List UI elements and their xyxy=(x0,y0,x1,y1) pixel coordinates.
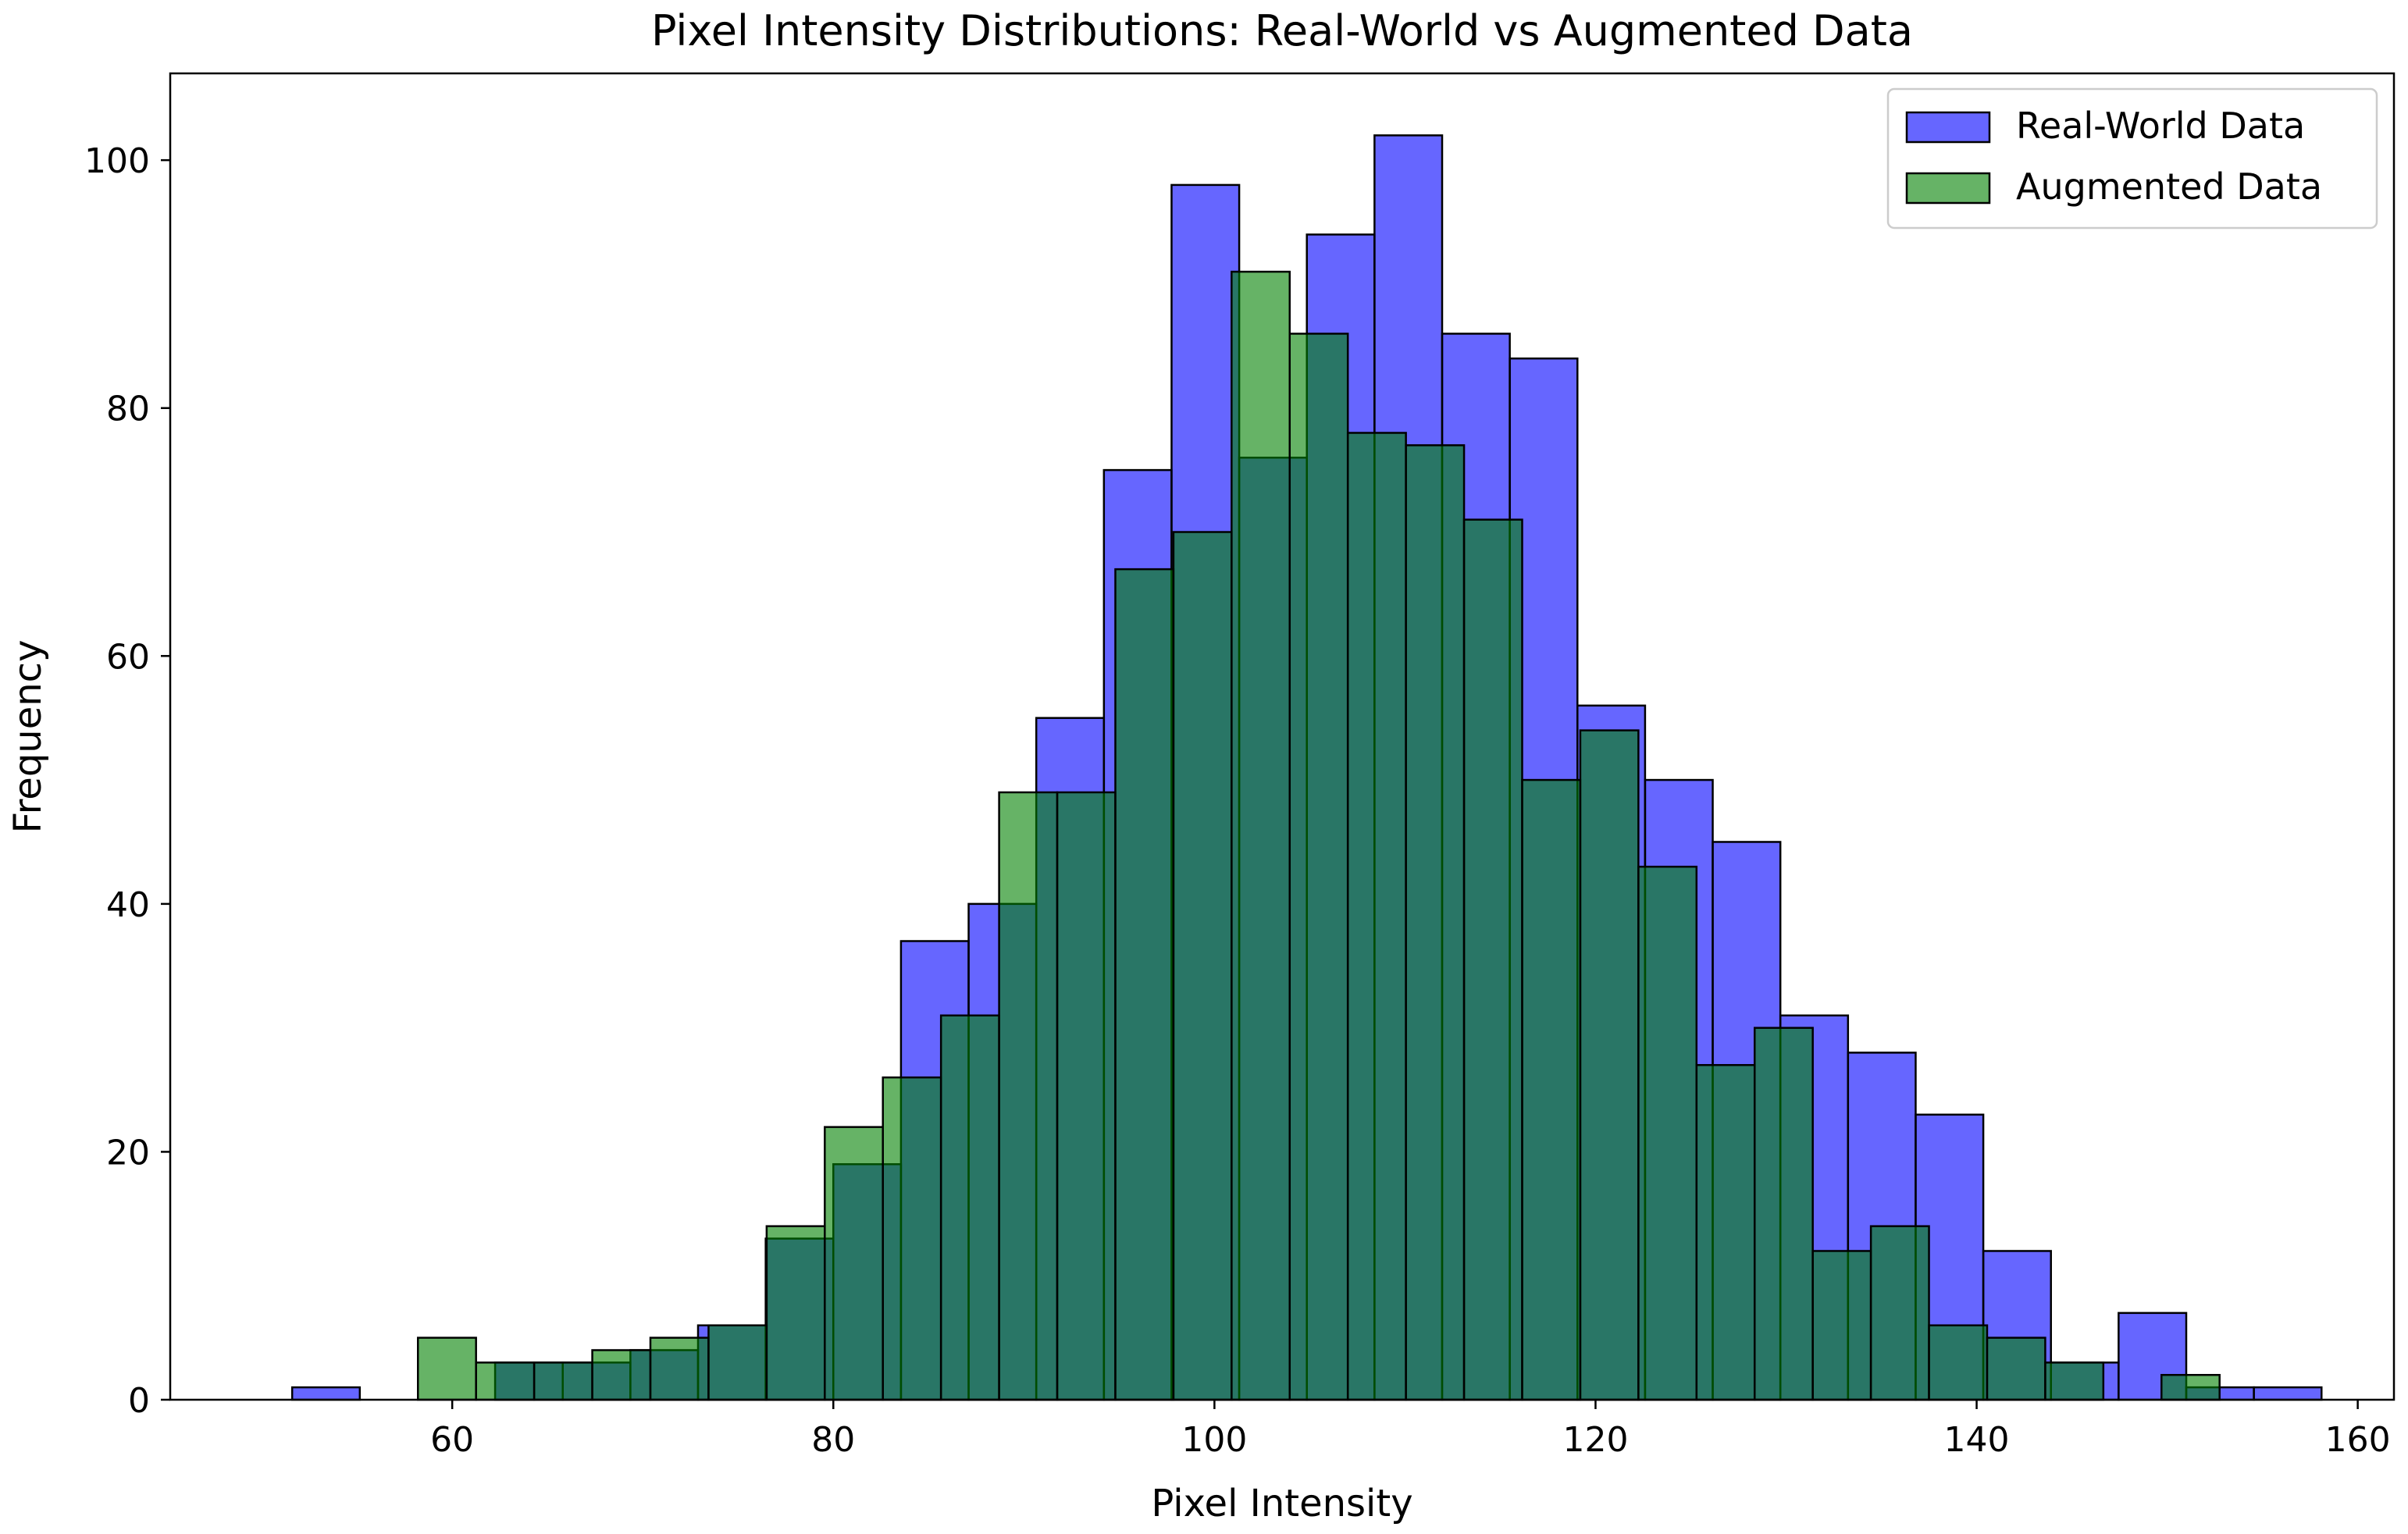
augmented-bar xyxy=(591,1349,652,1401)
x-axis-ticks: 60 80 100 120 140 160 xyxy=(430,1400,2391,1460)
x-axis-label: Pixel Intensity xyxy=(1151,1482,1412,1525)
augmented-bar xyxy=(1579,729,1640,1401)
augmented-bar xyxy=(475,1361,536,1401)
augmented-bar xyxy=(1695,1064,1756,1401)
chart-legend: Real-World Data Augmented Data xyxy=(1886,87,2378,230)
augmented-bar xyxy=(417,1336,477,1401)
augmented-bar xyxy=(2044,1361,2105,1401)
augmented-bar xyxy=(1869,1225,1930,1401)
augmented-bar xyxy=(998,791,1059,1401)
augmented-bar xyxy=(765,1225,826,1401)
x-tick-label: 160 xyxy=(2325,1420,2391,1460)
augmented-bar xyxy=(1231,270,1291,1401)
y-tick-label: 20 xyxy=(106,1133,150,1173)
augmented-bar xyxy=(939,1014,1000,1401)
legend-box xyxy=(1886,87,2378,230)
augmented-bar xyxy=(1521,778,1582,1401)
augmented-bar xyxy=(882,1076,942,1401)
augmented-bar xyxy=(1462,518,1523,1401)
y-tick-label: 40 xyxy=(106,885,150,925)
y-tick-label: 100 xyxy=(84,141,150,181)
augmented-bar xyxy=(649,1336,710,1401)
x-tick-label: 120 xyxy=(1562,1420,1628,1460)
augmented-bar xyxy=(1811,1250,1872,1401)
augmented-bar xyxy=(1114,568,1175,1401)
augmented-bar xyxy=(533,1361,593,1401)
x-tick-label: 80 xyxy=(811,1420,855,1460)
augmented-bar xyxy=(1637,865,1698,1401)
augmented-bar xyxy=(1346,432,1407,1401)
x-tick-label: 140 xyxy=(1944,1420,2010,1460)
real-world-bar xyxy=(290,1386,362,1401)
augmented-bar xyxy=(1986,1336,2046,1401)
augmented-bar xyxy=(1056,791,1117,1401)
legend-label: Augmented Data xyxy=(2016,166,2322,208)
chart-title: Pixel Intensity Distributions: Real-Worl… xyxy=(651,6,1913,55)
legend-swatch-real-world xyxy=(1905,111,1991,144)
augmented-bar xyxy=(1928,1324,1989,1401)
y-tick-label: 60 xyxy=(106,637,150,677)
augmented-bar xyxy=(1288,333,1349,1401)
augmented-bar xyxy=(824,1126,884,1401)
y-tick-label: 0 xyxy=(128,1381,150,1421)
y-axis-ticks: 0 20 40 60 80 100 xyxy=(84,141,170,1421)
augmented-bar xyxy=(2160,1373,2221,1401)
augmented-bar xyxy=(1405,444,1466,1401)
y-axis-label: Frequency xyxy=(6,640,50,834)
real-world-bar xyxy=(2253,1386,2323,1401)
legend-swatch-augmented xyxy=(1905,172,1991,205)
plot-frame xyxy=(169,72,2396,1401)
augmented-bar xyxy=(1172,531,1233,1401)
legend-label: Real-World Data xyxy=(2016,105,2305,147)
x-tick-label: 60 xyxy=(430,1420,474,1460)
y-tick-label: 80 xyxy=(106,390,150,429)
x-tick-label: 100 xyxy=(1181,1420,1247,1460)
augmented-bar xyxy=(1753,1027,1814,1401)
augmented-bar xyxy=(707,1324,768,1401)
